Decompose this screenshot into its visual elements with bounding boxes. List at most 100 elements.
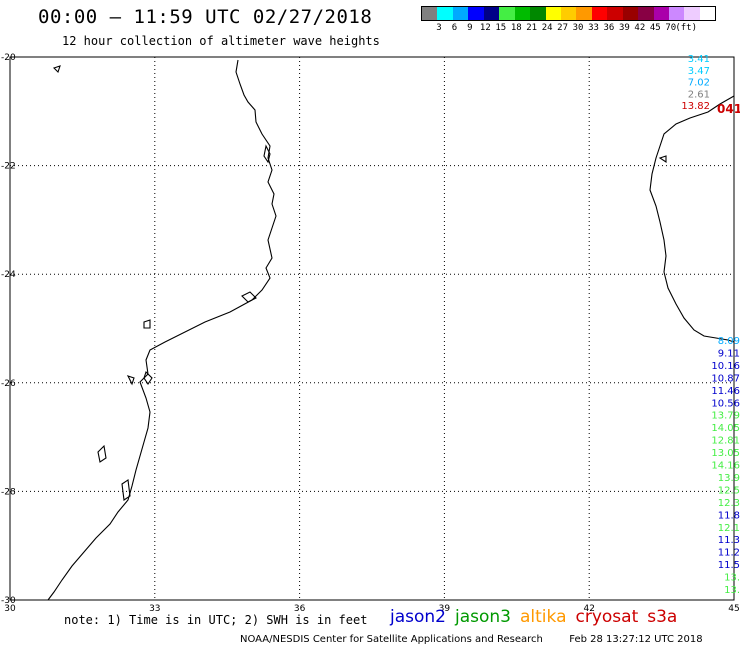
legend-label: 15	[495, 23, 507, 33]
legend-swatch	[576, 7, 592, 20]
mission-cryosat: cryosat	[575, 607, 639, 627]
legend-label: 36	[603, 23, 615, 33]
legend-swatch	[638, 7, 654, 20]
island-small-1	[52, 65, 61, 74]
generation-timestamp: Feb 28 13:27:12 UTC 2018	[569, 634, 703, 645]
coastline-madagascar	[649, 95, 735, 343]
legend-swatch	[560, 7, 577, 20]
wave-height-reading: 11.8	[718, 510, 740, 521]
legend-label: 70	[665, 23, 677, 33]
pass-time-label: 041	[717, 102, 740, 116]
y-tick-label: -28	[1, 487, 16, 497]
legend-label: 3	[436, 23, 442, 33]
legend-label: 45	[649, 23, 661, 33]
wave-height-reading: 3.47	[688, 66, 710, 77]
wave-height-reading: 7.02	[688, 78, 710, 89]
legend-label: 12	[479, 23, 491, 33]
legend-swatch	[622, 7, 639, 20]
lake-1	[97, 444, 107, 463]
wave-height-legend: 3 6 9 12 15 18 21 24 27 30 33 36 39 42 45 70 (ft)	[421, 6, 717, 33]
wave-height-reading: 11.5	[718, 560, 740, 571]
y-tick-label: -26	[1, 379, 16, 389]
map-frame	[9, 56, 735, 601]
island-madagascar-small	[658, 155, 667, 164]
legend-label: 33	[588, 23, 599, 33]
legend-label: 27	[557, 23, 569, 33]
wave-height-reading: 10.56	[711, 398, 740, 409]
credit-text: NOAA/NESDIS Center for Satellite Applica…	[240, 634, 543, 645]
wave-height-reading: 13.79	[711, 411, 740, 422]
legend-color-bar	[421, 6, 717, 21]
legend-label: 21	[526, 23, 538, 33]
legend-labels: 3 6 9 12 15 18 21 24 27 30 33 36 39 42 45 70 (ft)	[421, 23, 740, 35]
legend-swatch	[452, 7, 469, 20]
axis-tick-labels: 30 33 36 39 42 45 -20 -22 -24 -26 -28 -30	[1, 53, 740, 614]
legend-swatch	[684, 7, 700, 20]
wave-height-reading: 9.11	[718, 348, 740, 359]
wave-height-reading: 13.9	[718, 473, 740, 484]
island-inhaca	[143, 370, 153, 385]
wave-height-reading: 12.3	[718, 498, 740, 509]
legend-swatch	[514, 7, 531, 20]
legend-swatch	[545, 7, 561, 20]
wave-height-reading: 13.05	[711, 448, 740, 459]
footer-note: note: 1) Time is in UTC; 2) SWH is in fe…	[64, 613, 368, 627]
legend-label: 39	[618, 23, 630, 33]
mission-jason2: jason2	[390, 607, 446, 627]
wave-height-reading: 14.16	[711, 461, 740, 472]
legend-label: 42	[634, 23, 646, 33]
x-tick-label: 30	[4, 604, 16, 614]
coastline-west	[47, 59, 277, 601]
legend-swatch	[591, 7, 608, 20]
x-tick-label: 39	[439, 604, 451, 614]
mission-s3a: s3a	[647, 607, 678, 627]
wave-height-reading: 10.87	[711, 373, 740, 384]
legend-swatch	[699, 7, 716, 20]
legend-swatch	[422, 7, 438, 20]
x-tick-label: 33	[149, 604, 160, 614]
legend-swatch	[669, 7, 685, 20]
island-small-2	[241, 291, 257, 303]
map-gridlines	[10, 57, 734, 600]
y-tick-label: -24	[1, 270, 16, 280]
wave-height-reading: 8.09	[718, 336, 740, 347]
x-tick-label: 36	[294, 604, 306, 614]
legend-swatch	[607, 7, 623, 20]
mission-legend: jason2 jason3 altika cryosat s3a	[390, 607, 686, 627]
wave-height-reading: 11.46	[711, 386, 740, 397]
mission-jason3: jason3	[455, 607, 511, 627]
legend-swatch	[437, 7, 453, 20]
wave-height-reading: 12.1	[718, 523, 740, 534]
footer-credit: NOAA/NESDIS Center for Satellite Applica…	[240, 634, 703, 645]
legend-label: 30	[572, 23, 584, 33]
wave-height-reading: 11.2	[718, 548, 740, 559]
legend-swatch	[468, 7, 484, 20]
legend-swatch	[530, 7, 546, 20]
y-tick-label: -22	[1, 162, 16, 172]
wave-height-reading: 10.16	[711, 361, 740, 372]
wave-height-reading: 11.3	[718, 535, 740, 546]
wave-height-reading: 13.	[724, 573, 740, 584]
wave-height-reading: 14.05	[711, 423, 740, 434]
legend-swatch	[483, 7, 500, 20]
y-tick-label: -20	[1, 53, 16, 63]
lake-3	[143, 319, 151, 329]
lake-4	[126, 375, 135, 386]
wave-height-reading: 2.61	[688, 89, 710, 100]
lake-2	[121, 479, 131, 501]
y-tick-label: -30	[1, 596, 16, 606]
island-bazaruto	[263, 144, 271, 164]
coastline-main	[47, 59, 277, 601]
wave-height-reading: 13.	[724, 585, 740, 596]
legend-label: 24	[541, 23, 553, 33]
legend-swatch	[499, 7, 515, 20]
legend-label: 6	[451, 23, 458, 33]
legend-label: (ft)	[675, 23, 698, 33]
wave-height-reading: 12.81	[711, 436, 740, 447]
wave-height-reading: 13.82	[681, 101, 710, 112]
page-subtitle: 12 hour collection of altimeter wave hei…	[62, 34, 380, 48]
legend-label: 18	[510, 23, 522, 33]
